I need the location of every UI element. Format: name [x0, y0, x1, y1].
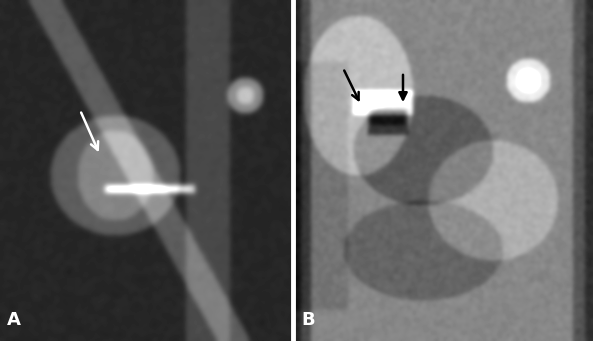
- Text: A: A: [7, 311, 21, 329]
- Text: B: B: [301, 311, 315, 329]
